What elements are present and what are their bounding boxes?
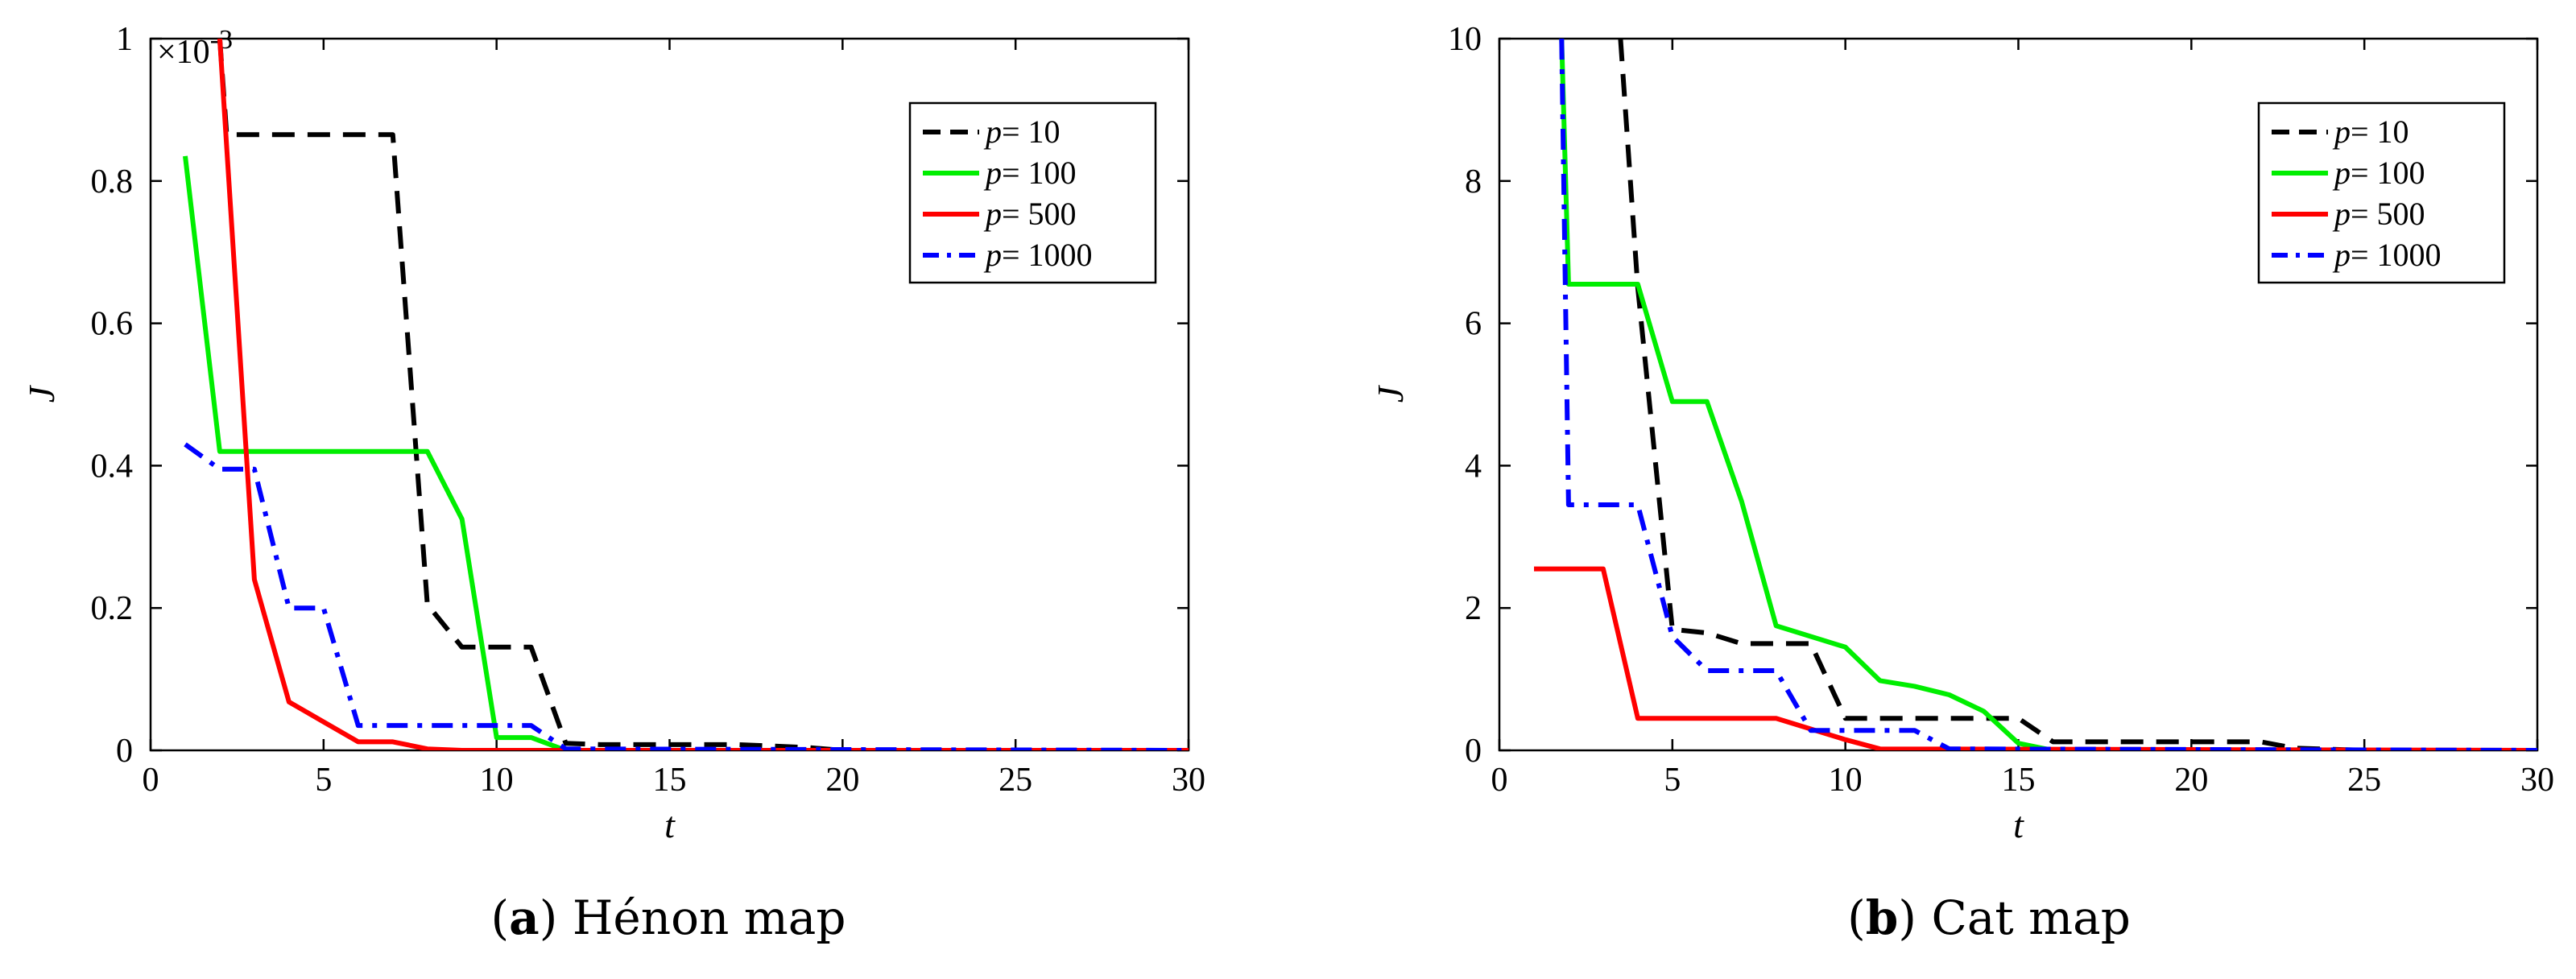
- y-tick-label: 0: [116, 733, 133, 770]
- x-tick-label: 25: [2347, 762, 2381, 799]
- series-group: [1534, 39, 2537, 750]
- legend-var: p: [2332, 114, 2351, 150]
- series-line-3: [1559, 39, 2537, 750]
- legend-value: = 100: [2351, 155, 2425, 191]
- legend-var: p: [983, 237, 1002, 273]
- caption-paren-open: (: [1847, 890, 1866, 945]
- caption-letter: b: [1866, 890, 1899, 945]
- y-tick-label: 0.6: [91, 306, 134, 343]
- y-axis-label: J: [21, 384, 62, 403]
- caption-text: Hénon map: [573, 890, 846, 945]
- x-axis-label: t: [2013, 804, 2024, 845]
- legend-value: = 500: [1002, 196, 1077, 232]
- legend-var: p: [983, 196, 1002, 232]
- y-tick-label: 2: [1465, 590, 1482, 627]
- legend-entry-2: p= 500: [983, 196, 1077, 232]
- legend-value: = 1000: [1002, 237, 1093, 273]
- exponent-base: ×10: [157, 34, 210, 71]
- x-tick-label: 10: [480, 762, 514, 799]
- y-tick-label: 10: [1448, 21, 1482, 58]
- x-tick-label: 0: [1491, 762, 1508, 799]
- legend-entry-3: p= 1000: [983, 237, 1093, 273]
- legend-entry-0: p= 10: [983, 114, 1061, 150]
- legend-var: p: [2332, 196, 2351, 232]
- y-tick-label: 0: [1465, 733, 1482, 770]
- series-line-2: [217, 39, 1189, 750]
- y-tick-label: 0.8: [91, 163, 134, 200]
- y-tick-label: 4: [1465, 448, 1482, 485]
- x-tick-label: 15: [2002, 762, 2036, 799]
- caption-paren-close: ): [1898, 890, 1931, 945]
- y-tick-label: 1: [116, 21, 133, 58]
- series-line-0: [1618, 39, 2537, 750]
- legend-value: = 500: [2351, 196, 2425, 232]
- caption-letter: a: [509, 890, 540, 945]
- legend-entry-1: p= 100: [983, 155, 1077, 191]
- series-line-1: [1559, 39, 2537, 750]
- legend-var: p: [2332, 155, 2351, 191]
- series-line-2: [1534, 566, 2537, 750]
- x-tick-label: 20: [2174, 762, 2208, 799]
- legend-value: = 10: [2351, 114, 2409, 150]
- x-tick-label: 20: [825, 762, 859, 799]
- series-group: [183, 39, 1189, 750]
- series-line-3: [184, 442, 1189, 750]
- legend-var: p: [983, 114, 1002, 150]
- y-exponent-label: ×10-3: [157, 25, 233, 71]
- panel-caption: (a) Hénon map: [491, 890, 846, 945]
- x-tick-label: 25: [999, 762, 1032, 799]
- x-tick-label: 5: [1664, 762, 1681, 799]
- x-tick-label: 10: [1829, 762, 1863, 799]
- caption-paren-close: ): [540, 890, 573, 945]
- legend-var: p: [983, 155, 1002, 191]
- legend-value: = 1000: [2351, 237, 2442, 273]
- legend-entry-2: p= 500: [2332, 196, 2425, 232]
- legend-value: = 10: [1002, 114, 1061, 150]
- y-tick-label: 8: [1465, 163, 1482, 200]
- y-tick-label: 0.2: [91, 590, 134, 627]
- legend-entry-3: p= 1000: [2332, 237, 2442, 273]
- caption-text: Cat map: [1931, 890, 2130, 945]
- x-tick-label: 0: [143, 762, 159, 799]
- x-tick-label: 5: [315, 762, 332, 799]
- legend-value: = 100: [1002, 155, 1077, 191]
- x-tick-label: 30: [2520, 762, 2554, 799]
- panel-caption: (b) Cat map: [1847, 890, 2131, 945]
- x-axis-label: t: [664, 804, 676, 845]
- y-axis-label: J: [1370, 384, 1411, 403]
- legend-entry-0: p= 10: [2332, 114, 2409, 150]
- y-tick-label: 6: [1465, 306, 1482, 343]
- legend-entry-1: p= 100: [2332, 155, 2425, 191]
- x-tick-label: 30: [1172, 762, 1205, 799]
- x-tick-label: 15: [653, 762, 687, 799]
- series-line-1: [183, 155, 1189, 750]
- y-tick-label: 0.4: [91, 448, 134, 485]
- legend-var: p: [2332, 237, 2351, 273]
- caption-paren-open: (: [491, 890, 510, 945]
